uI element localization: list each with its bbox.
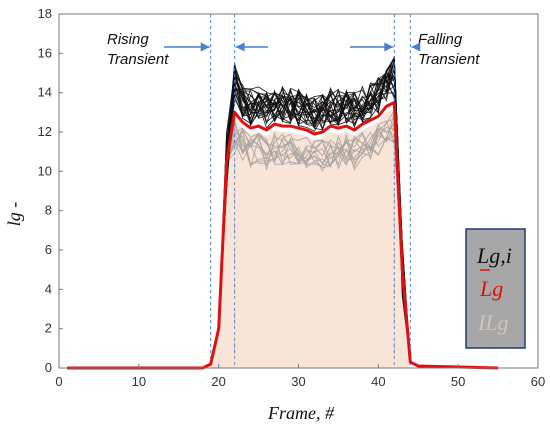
legend-entry-individual: Lg,i xyxy=(476,243,512,268)
y-tick-label: 4 xyxy=(45,281,52,296)
individual-traces-layer xyxy=(67,55,499,369)
legend-background xyxy=(465,228,526,349)
legend-entry-mean: Lg xyxy=(479,276,503,301)
mean-line xyxy=(67,101,499,370)
lower-trace xyxy=(67,109,499,369)
y-tick-label: 0 xyxy=(45,360,52,375)
x-axis-label: Frame, # xyxy=(267,403,335,423)
rising-arrow-right-head xyxy=(200,42,210,52)
x-tick-label: 20 xyxy=(211,374,225,389)
transient-lines-layer xyxy=(210,14,411,368)
x-tick-label: 10 xyxy=(132,374,146,389)
annotation-rising-line1: Rising xyxy=(107,31,149,48)
x-tick-label: 30 xyxy=(291,374,305,389)
individual-trace xyxy=(67,71,499,369)
envelope-band-layer xyxy=(210,108,411,369)
y-tick-label: 16 xyxy=(38,45,52,60)
y-axis-label: lg - xyxy=(4,202,24,227)
individual-trace xyxy=(67,59,499,369)
annotation-falling-line1: Falling xyxy=(418,31,463,48)
rising-arrow-left-head xyxy=(235,42,245,52)
y-tick-label: 14 xyxy=(38,85,52,100)
y-tick-label: 2 xyxy=(45,321,52,336)
y-tick-label: 6 xyxy=(45,242,52,257)
falling-arrow-left-head xyxy=(411,42,421,52)
ticks-layer: 0 10 20 30 40 50 60 0 2 4 6 8 10 12 14 16 18 xyxy=(38,6,546,389)
mean-line-layer xyxy=(67,101,499,370)
x-tick-label: 50 xyxy=(451,374,465,389)
lower-traces-layer xyxy=(67,109,499,369)
annotation-arrows-layer xyxy=(164,42,421,52)
x-tick-label: 60 xyxy=(531,374,545,389)
legend-entry-band: ILg xyxy=(477,310,509,335)
y-tick-label: 8 xyxy=(45,203,52,218)
x-tick-label: 40 xyxy=(371,374,385,389)
x-tick-label: 0 xyxy=(55,374,62,389)
falling-arrow-right-head xyxy=(384,42,394,52)
y-tick-label: 12 xyxy=(38,124,52,139)
lower-trace xyxy=(67,126,499,369)
y-tick-label: 10 xyxy=(38,163,52,178)
legend-box: Lg,i Lg ILg xyxy=(465,228,526,349)
envelope-band xyxy=(210,108,411,369)
annotation-rising-line2: Transient xyxy=(107,51,169,68)
annotation-falling-line2: Transient xyxy=(418,51,480,68)
y-tick-label: 18 xyxy=(38,6,52,21)
